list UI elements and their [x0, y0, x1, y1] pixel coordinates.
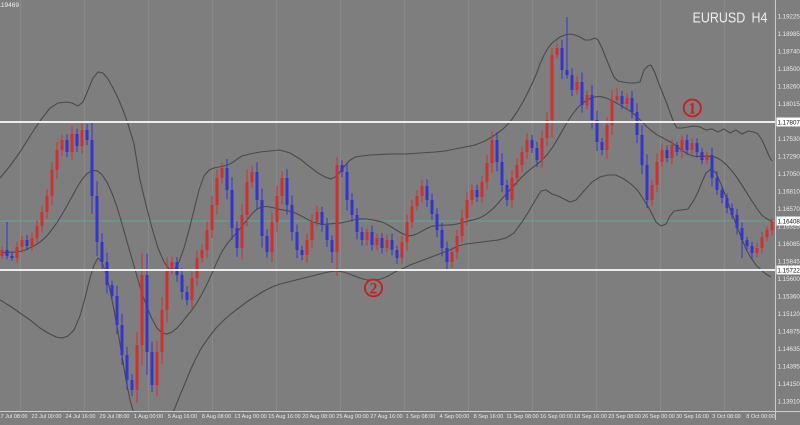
svg-text:1.14150: 1.14150: [778, 381, 800, 388]
svg-text:1.16408: 1.16408: [778, 218, 800, 225]
svg-text:11 Sep 08:00: 11 Sep 08:00: [506, 414, 538, 420]
svg-text:8 Aug 08:00: 8 Aug 08:00: [202, 414, 231, 420]
svg-text:EURUSD H4: EURUSD H4: [693, 10, 768, 27]
svg-text:17 Jul 08:00: 17 Jul 08:00: [0, 414, 27, 420]
svg-text:1.15845: 1.15845: [778, 258, 800, 265]
svg-text:1.14395: 1.14395: [778, 363, 800, 370]
svg-text:8 Oct 00:00: 8 Oct 00:00: [746, 414, 774, 420]
svg-text:8 Sep 16:00: 8 Sep 16:00: [474, 414, 504, 420]
svg-text:1.17290: 1.17290: [778, 153, 800, 160]
svg-text:18 Sep 16:00: 18 Sep 16:00: [574, 414, 607, 420]
svg-text:25 Aug 00:00: 25 Aug 00:00: [336, 414, 368, 420]
svg-text:13 Aug 00:00: 13 Aug 00:00: [234, 414, 266, 420]
svg-text:1.14875: 1.14875: [778, 328, 800, 335]
svg-text:1 Aug 00:00: 1 Aug 00:00: [134, 414, 163, 420]
svg-text:1.15120: 1.15120: [778, 311, 800, 318]
svg-text:1.15722: 1.15722: [778, 267, 800, 274]
svg-text:1.15360: 1.15360: [778, 293, 800, 300]
svg-text:1.17807: 1.17807: [778, 119, 800, 126]
svg-text:27 Aug 16:00: 27 Aug 16:00: [370, 414, 402, 420]
svg-text:1.18015: 1.18015: [778, 101, 800, 108]
svg-text:1.17050: 1.17050: [778, 171, 800, 178]
svg-text:1.15600: 1.15600: [778, 276, 800, 283]
svg-text:16 Sep 00:00: 16 Sep 00:00: [540, 414, 573, 420]
svg-text:3 Oct 08:00: 3 Oct 08:00: [712, 414, 740, 420]
svg-text:1.17530: 1.17530: [778, 136, 800, 143]
svg-text:1.18500: 1.18500: [778, 66, 800, 73]
svg-text:1.19225: 1.19225: [778, 13, 800, 20]
svg-text:4 Sep 00:00: 4 Sep 00:00: [440, 414, 470, 420]
svg-text:1.18985: 1.18985: [778, 31, 800, 38]
svg-text:24 Jul 16:00: 24 Jul 16:00: [66, 414, 96, 420]
svg-text:1.16085: 1.16085: [778, 241, 800, 248]
svg-text:1 Sep 08:00: 1 Sep 08:00: [406, 414, 436, 420]
svg-text:2: 2: [370, 280, 378, 297]
svg-text:1.13910: 1.13910: [778, 398, 800, 405]
svg-text:1.16570: 1.16570: [778, 206, 800, 213]
svg-text:1.19469: 1.19469: [0, 2, 19, 9]
svg-text:30 Sep 16:00: 30 Sep 16:00: [676, 414, 709, 420]
svg-text:23 Sep 08:00: 23 Sep 08:00: [608, 414, 641, 420]
svg-text:15 Aug 16:00: 15 Aug 16:00: [268, 414, 300, 420]
svg-text:5 Aug 16:00: 5 Aug 16:00: [168, 414, 197, 420]
svg-text:26 Sep 00:00: 26 Sep 00:00: [642, 414, 675, 420]
svg-text:1.14635: 1.14635: [778, 346, 800, 353]
svg-text:20 Aug 08:00: 20 Aug 08:00: [302, 414, 334, 420]
svg-text:1: 1: [688, 100, 696, 117]
svg-text:29 Jul 08:00: 29 Jul 08:00: [100, 414, 130, 420]
svg-text:1.16810: 1.16810: [778, 188, 800, 195]
svg-text:1.18260: 1.18260: [778, 83, 800, 90]
svg-text:1.18740: 1.18740: [778, 48, 800, 55]
svg-text:22 Jul 00:00: 22 Jul 00:00: [32, 414, 62, 420]
